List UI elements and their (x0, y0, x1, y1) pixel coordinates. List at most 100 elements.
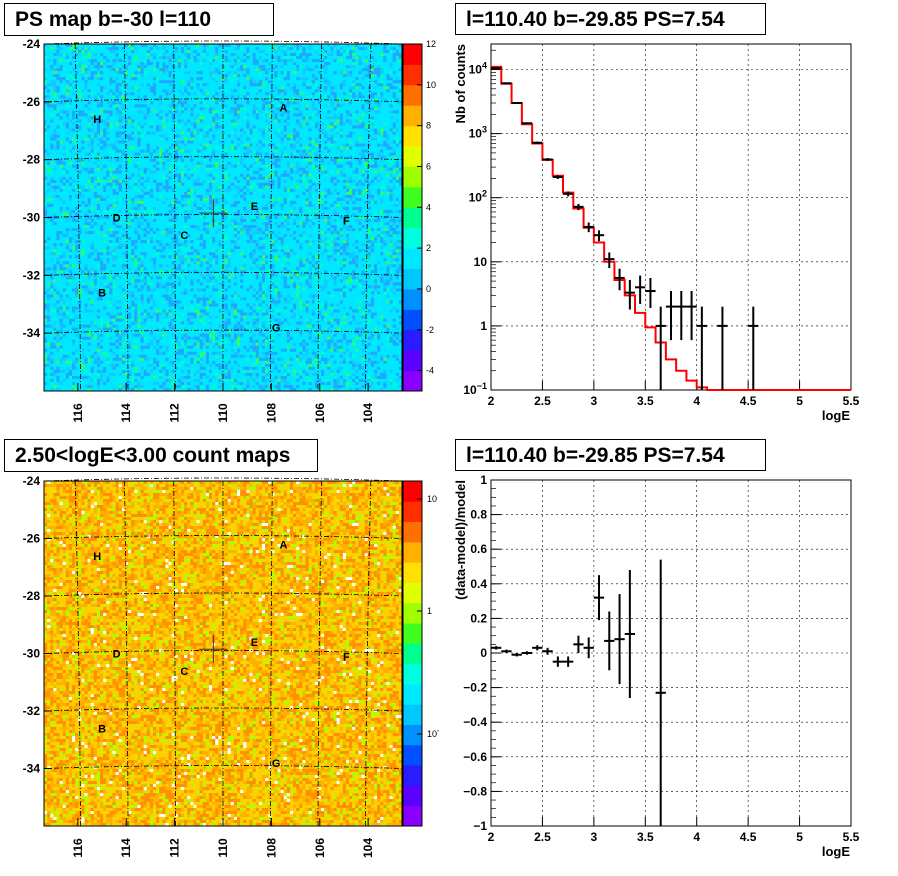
heatmap-cell (180, 56, 185, 60)
heatmap-cell (162, 113, 166, 117)
heatmap-cell (293, 140, 297, 144)
heatmap-cell (314, 122, 319, 126)
heatmap-cell (128, 125, 132, 129)
heatmap-cell (90, 107, 95, 111)
heatmap-cell (296, 161, 300, 166)
heatmap-cell (358, 125, 362, 129)
heatmap-cell (392, 137, 397, 141)
heatmap-cell (246, 170, 250, 175)
heatmap-cell (296, 92, 300, 96)
heatmap-cell (364, 110, 369, 114)
heatmap-cell (349, 158, 353, 163)
heatmap-cell (380, 98, 384, 102)
heatmap-cell (355, 80, 359, 84)
heatmap-cell (47, 86, 51, 90)
heatmap-cell (103, 146, 107, 151)
heatmap-cell (109, 137, 113, 141)
heatmap-cell (261, 140, 266, 144)
heatmap-cell (162, 95, 166, 99)
heatmap-cell (109, 92, 113, 96)
heatmap-cell (208, 101, 213, 105)
heatmap-cell (311, 74, 316, 78)
heatmap-cell (140, 56, 145, 60)
heatmap-cell (233, 89, 238, 93)
heatmap-cell (96, 68, 101, 72)
heatmap-cell (103, 131, 107, 135)
heatmap-cell (308, 50, 313, 54)
heatmap-cell (233, 65, 238, 69)
heatmap-cell (324, 68, 328, 72)
heatmap-cell (252, 62, 257, 66)
heatmap-cell (202, 98, 207, 102)
heatmap-cell (218, 56, 222, 60)
heatmap-cell (358, 170, 362, 175)
heatmap-cell (53, 110, 57, 114)
heatmap-cell (358, 146, 362, 151)
heatmap-cell (47, 113, 51, 117)
heatmap-cell (280, 59, 285, 63)
heatmap-cell (190, 155, 194, 160)
heatmap-cell (240, 83, 244, 87)
heatmap-cell (100, 74, 104, 78)
heatmap-cell (128, 152, 132, 157)
heatmap-cell (293, 50, 297, 54)
heatmap-cell (205, 158, 210, 163)
heatmap-cell (370, 68, 375, 72)
heatmap-cell (349, 86, 353, 90)
heatmap-cell (280, 104, 285, 108)
heatmap-cell (78, 44, 82, 48)
heatmap-cell (62, 122, 67, 126)
heatmap-cell (106, 122, 110, 126)
heatmap-cell (392, 59, 397, 63)
heatmap-cell (367, 128, 372, 132)
heatmap-cell (352, 155, 356, 160)
heatmap-cell (205, 86, 210, 90)
heatmap-cell (84, 53, 88, 57)
heatmap-cell (377, 164, 381, 169)
heatmap-cell (330, 167, 334, 172)
heatmap-cell (317, 47, 322, 51)
heatmap-cell (327, 56, 331, 60)
heatmap-cell (373, 125, 378, 129)
heatmap-cell (128, 158, 132, 163)
heatmap-cell (134, 44, 138, 48)
heatmap-cell (180, 116, 185, 120)
heatmap-cell (258, 44, 263, 48)
heatmap-cell (389, 98, 394, 102)
heatmap-cell (65, 47, 70, 51)
heatmap-cell (355, 92, 359, 96)
heatmap-cell (237, 134, 241, 138)
heatmap-cell (152, 152, 157, 157)
heatmap-cell (146, 140, 151, 144)
heatmap-cell (339, 131, 344, 135)
heatmap-cell (268, 59, 272, 63)
heatmap-cell (218, 170, 222, 175)
heatmap-cell (361, 158, 366, 163)
heatmap-cell (72, 104, 76, 108)
heatmap-cell (93, 104, 98, 108)
heatmap-cell (314, 101, 319, 105)
heatmap-cell (59, 62, 64, 66)
heatmap-cell (212, 56, 216, 60)
heatmap-cell (137, 95, 141, 99)
heatmap-cell (283, 44, 288, 48)
heatmap-cell (156, 137, 160, 141)
heatmap-cell (84, 158, 88, 163)
heatmap-cell (109, 140, 113, 144)
heatmap-cell (311, 167, 316, 172)
heatmap-cell (53, 83, 57, 87)
heatmap-cell (47, 110, 51, 114)
heatmap-cell (208, 47, 213, 51)
heatmap-cell (380, 122, 384, 126)
heatmap-cell (268, 113, 272, 117)
heatmap-cell (386, 143, 390, 147)
heatmap-cell (140, 89, 145, 93)
heatmap-cell (87, 68, 92, 72)
heatmap-cell (317, 86, 322, 90)
heatmap-cell (190, 137, 194, 141)
heatmap-cell (321, 77, 325, 81)
heatmap-cell (131, 140, 135, 144)
heatmap-cell (174, 173, 179, 178)
heatmap-cell (336, 53, 341, 57)
heatmap-cell (367, 125, 372, 129)
